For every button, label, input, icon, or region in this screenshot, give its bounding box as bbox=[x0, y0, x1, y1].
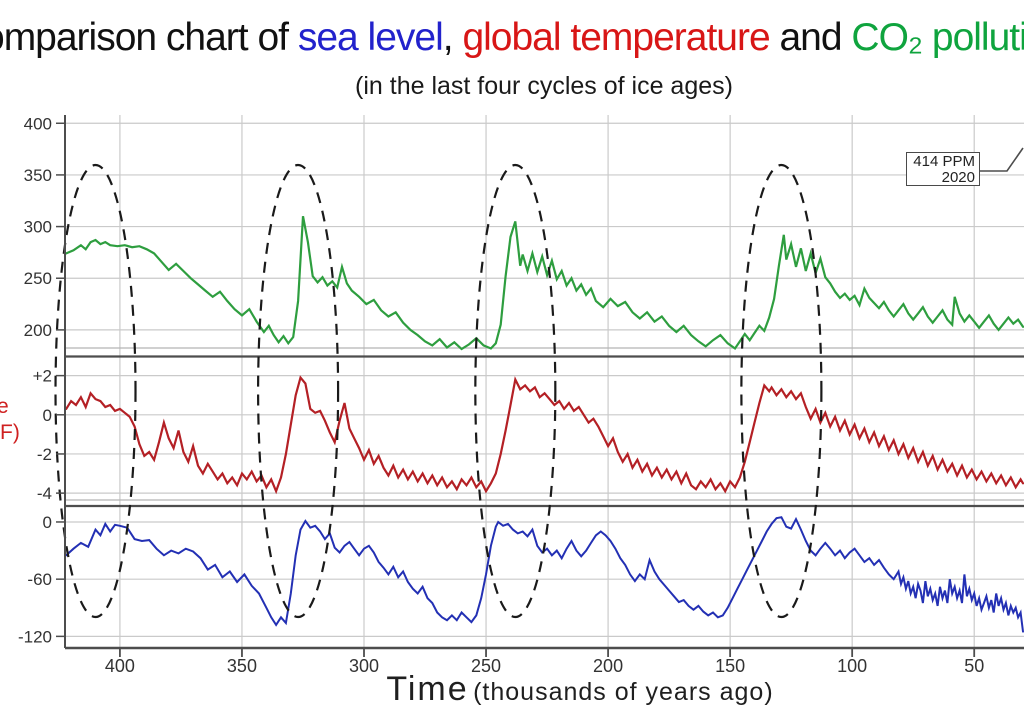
co2-2020-annotation-line2: 2020 bbox=[941, 169, 975, 186]
x-tick-label: 100 bbox=[837, 656, 867, 676]
y-tick-label: -2 bbox=[37, 445, 52, 464]
interglacial-ellipse bbox=[740, 163, 823, 619]
x-tick-label: 150 bbox=[715, 656, 745, 676]
x-tick-label: 250 bbox=[471, 656, 501, 676]
y-tick-label: 0 bbox=[43, 406, 52, 425]
x-axis-title-sub-text: (thousands of years ago) bbox=[473, 678, 774, 706]
sea-level-series-line bbox=[65, 516, 1024, 633]
temperature-axis-label-fragment-1: e bbox=[0, 395, 9, 418]
co2-2020-annotation-line1: 414 PPM bbox=[913, 153, 975, 170]
x-tick-label: 200 bbox=[593, 656, 623, 676]
series-group bbox=[65, 215, 1024, 351]
chart-title-segment: CO₂ pollution bbox=[851, 16, 1024, 59]
chart-title-segment: , bbox=[442, 16, 463, 59]
temperature-series-line bbox=[65, 375, 1024, 495]
y-tick-label: 250 bbox=[24, 269, 52, 288]
chart-subtitle: (in the last four cycles of ice ages) bbox=[355, 72, 733, 100]
co2-2020-annotation-box: 414 PPM 2020 bbox=[906, 152, 980, 186]
x-tick-label: 50 bbox=[964, 656, 984, 676]
y-tick-label: -60 bbox=[27, 570, 52, 589]
interglacial-ellipse bbox=[256, 163, 340, 619]
x-tick-label: 350 bbox=[227, 656, 257, 676]
y-tick-label: 300 bbox=[24, 218, 52, 237]
series-group bbox=[65, 375, 1024, 495]
y-tick-label: 0 bbox=[43, 513, 52, 532]
x-axis-title-main: Time bbox=[386, 670, 469, 708]
series-group bbox=[65, 516, 1024, 633]
y-tick-label: 350 bbox=[24, 166, 52, 185]
annotation-leader-line bbox=[978, 147, 1024, 172]
chart-title: Comparison chart of sea level, global te… bbox=[0, 16, 1024, 60]
x-axis-title-sub: (thousands of years ago) bbox=[473, 678, 774, 706]
y-tick-label: -120 bbox=[18, 627, 52, 646]
chart-title-segment: sea level bbox=[297, 16, 444, 59]
y-tick-label: -4 bbox=[37, 484, 52, 503]
chart-title-segment: Comparison chart of bbox=[0, 16, 289, 59]
x-tick-label: 300 bbox=[349, 656, 379, 676]
y-tick-label: 400 bbox=[24, 114, 52, 133]
x-axis-title: Time (thousands of years ago) bbox=[386, 670, 773, 709]
chart-title-segment: and bbox=[769, 16, 852, 59]
temperature-axis-label-fragment-2: F) bbox=[0, 421, 20, 444]
interglacial-ellipse bbox=[474, 163, 557, 619]
x-tick-label: 400 bbox=[105, 656, 135, 676]
interglacial-ellipse bbox=[54, 163, 137, 619]
co2-series-line bbox=[65, 215, 1024, 351]
y-tick-label: 200 bbox=[24, 321, 52, 340]
chart-title-segment: global temperature bbox=[462, 16, 770, 59]
y-tick-label: +2 bbox=[33, 367, 52, 386]
